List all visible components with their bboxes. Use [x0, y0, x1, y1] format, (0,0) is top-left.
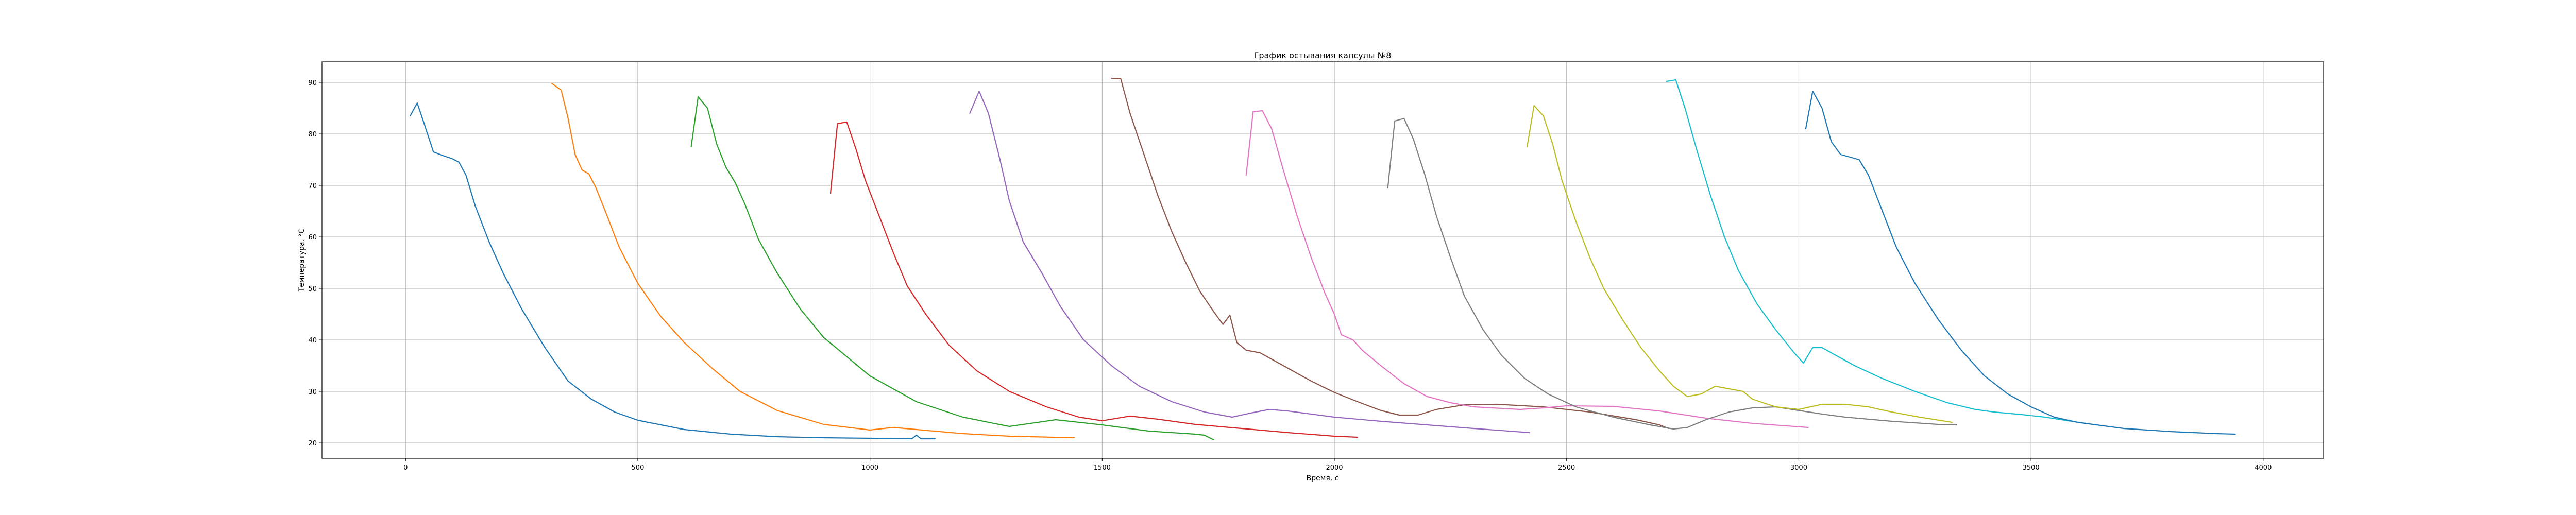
x-tick-label: 1000 — [861, 464, 878, 472]
series-line-10 — [1666, 79, 2097, 426]
series-line-11 — [1805, 90, 2236, 435]
series-line-9 — [1527, 105, 1953, 423]
plot-frame — [321, 61, 2324, 459]
y-tick-label: 20 — [308, 440, 317, 448]
series-line-5 — [969, 90, 1530, 434]
series-line-2 — [551, 82, 1075, 439]
series-line-4 — [829, 121, 1359, 438]
x-tick-label: 3500 — [2023, 464, 2040, 472]
y-tick-label: 40 — [308, 337, 317, 345]
x-tick-label: 4000 — [2255, 464, 2272, 472]
x-tick-label: 0 — [403, 464, 408, 472]
series-line-1 — [410, 102, 936, 440]
chart-title: График остывания капсулы №8 — [1254, 50, 1392, 60]
x-tick-label: 500 — [632, 464, 645, 472]
y-tick-label: 50 — [308, 285, 317, 293]
x-tick-label: 1500 — [1094, 464, 1111, 472]
x-tick-label: 3000 — [1790, 464, 1807, 472]
y-tick-label: 90 — [308, 79, 317, 87]
y-tick-label: 80 — [308, 131, 317, 139]
series-line-8 — [1387, 117, 1957, 430]
y-tick-label: 70 — [308, 182, 317, 190]
y-axis-label: Температура, °С — [298, 229, 306, 293]
series-line-6 — [1111, 77, 1670, 430]
series-group — [410, 77, 2236, 441]
series-line-3 — [690, 96, 1214, 441]
x-axis-label: Время, с — [1307, 474, 1339, 483]
series-line-7 — [1245, 110, 1809, 428]
x-tick-label: 2000 — [1326, 464, 1343, 472]
x-tick-label: 2500 — [1558, 464, 1575, 472]
y-axis: 20 30 40 50 60 70 80 90 — [308, 79, 322, 448]
x-axis: 0 500 1000 1500 2000 2500 3000 3500 4000 — [403, 458, 2272, 472]
y-tick-label: 60 — [308, 234, 317, 242]
y-tick-label: 30 — [308, 388, 317, 396]
